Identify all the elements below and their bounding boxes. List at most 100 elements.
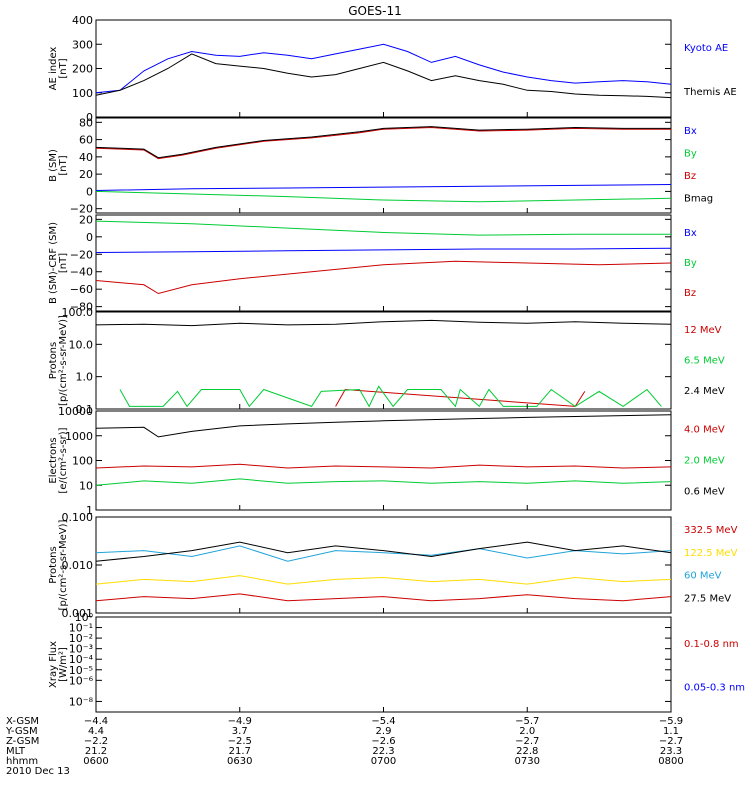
axis-row-value-4-0: −5.9 bbox=[659, 716, 683, 727]
axis-row-value-1-3: 21.7 bbox=[229, 746, 251, 757]
legend-entry-protons_hi-2: 60 MeV bbox=[684, 571, 722, 582]
axis-row-label-0: X-GSM bbox=[6, 716, 39, 727]
y-tick-label-bsm-0: −20 bbox=[70, 203, 93, 216]
legend-entry-xray-0: 0.1-0.8 nm bbox=[684, 639, 739, 650]
series-line-electrons-2 bbox=[95, 414, 672, 438]
y-tick-label-electrons-0: 1 bbox=[86, 504, 93, 517]
y-tick-label-electrons-4: 10000 bbox=[58, 405, 93, 418]
axis-row-value-1-4: 0630 bbox=[227, 756, 252, 767]
axis-row-value-3-1: 2.0 bbox=[519, 726, 535, 737]
axis-row-value-2-1: 2.9 bbox=[376, 726, 392, 737]
axis-row-value-2-4: 0700 bbox=[371, 756, 396, 767]
series-line-bdiff-2 bbox=[95, 260, 672, 295]
legend-entry-protons_hi-1: 122.5 MeV bbox=[684, 548, 738, 559]
axis-row-value-1-1: 3.7 bbox=[232, 726, 248, 737]
axis-row-label-4: hhmm bbox=[6, 756, 38, 767]
series-line-protons_lo-0 bbox=[335, 388, 586, 407]
axis-row-value-4-2: −2.7 bbox=[659, 736, 683, 747]
legend-entry-protons_lo-1: 6.5 MeV bbox=[684, 356, 725, 367]
legend-entry-protons_hi-3: 27.5 MeV bbox=[684, 594, 731, 605]
y-tick-label-bsm-3: 40 bbox=[79, 151, 93, 164]
y-tick-label-xray-1: 10⁻⁶ bbox=[69, 674, 94, 687]
y-tick-label-bdiff-5: 20 bbox=[79, 213, 93, 226]
axis-row-value-2-2: −2.6 bbox=[371, 736, 395, 747]
legend-entry-protons_hi-0: 332.5 MeV bbox=[684, 525, 738, 536]
legend-entry-electrons-2: 0.6 MeV bbox=[684, 487, 725, 498]
axis-row-value-0-4: 0600 bbox=[83, 756, 108, 767]
y-tick-label-xray-6: 10⁻¹ bbox=[69, 622, 93, 635]
series-line-bsm-1 bbox=[95, 190, 672, 203]
series-line-bdiff-1 bbox=[95, 220, 671, 236]
axis-row-value-3-3: 22.8 bbox=[516, 746, 538, 757]
legend-entry-bsm-2: Bz bbox=[684, 171, 696, 182]
axis-row-value-1-0: −4.9 bbox=[228, 716, 252, 727]
y-tick-label-bdiff-4: 0 bbox=[86, 231, 93, 244]
y-tick-label-bdiff-0: −80 bbox=[70, 301, 93, 314]
y-axis-label-electrons-1: [e/(cm²-s-sr)] bbox=[58, 427, 69, 493]
axis-row-label-3: MLT bbox=[6, 746, 26, 757]
series-line-protons_hi-1 bbox=[95, 575, 672, 585]
y-tick-label-protons_hi-2: 0.100 bbox=[62, 511, 94, 524]
series-line-protons_hi-0 bbox=[95, 593, 672, 602]
y-tick-label-bdiff-3: −20 bbox=[70, 248, 93, 261]
legend-entry-xray-1: 0.05-0.3 nm bbox=[684, 682, 745, 693]
y-tick-label-xray-4: 10⁻³ bbox=[69, 643, 93, 656]
y-tick-label-protons_lo-0: 0.1 bbox=[76, 403, 94, 416]
y-tick-label-protons_hi-1: 0.010 bbox=[62, 559, 94, 572]
panel-frame-bsm bbox=[95, 117, 672, 214]
y-tick-label-protons_lo-3: 100.0 bbox=[62, 306, 94, 319]
y-tick-label-bsm-2: 20 bbox=[79, 168, 93, 181]
series-line-protons_lo-1 bbox=[119, 385, 662, 408]
y-axis-label-protons_hi-0: Protons bbox=[48, 546, 59, 583]
y-tick-label-xray-3: 10⁻⁴ bbox=[69, 653, 94, 666]
y-axis-label-protons_lo-1: [p/(cm²-s-sr-MeV)] bbox=[58, 315, 69, 406]
y-tick-label-ae-2: 200 bbox=[72, 63, 93, 76]
legend-entry-bdiff-0: Bx bbox=[684, 228, 697, 239]
series-line-bsm-0 bbox=[95, 184, 672, 191]
y-axis-label-ae-0: AE index bbox=[48, 47, 59, 91]
y-tick-label-electrons-3: 1000 bbox=[65, 430, 93, 443]
panel-frame-bdiff bbox=[95, 214, 672, 312]
y-tick-label-xray-5: 10⁻² bbox=[69, 632, 93, 645]
series-line-bdiff-0 bbox=[95, 247, 672, 253]
legend-entry-bdiff-2: Bz bbox=[684, 288, 696, 299]
axis-row-value-4-1: 1.1 bbox=[663, 726, 679, 737]
y-tick-label-bsm-5: 80 bbox=[79, 116, 93, 129]
y-axis-label-protons_lo-0: Protons bbox=[48, 342, 59, 379]
y-tick-label-xray-0: 10⁻⁸ bbox=[69, 695, 94, 708]
y-axis-label-electrons-0: Electrons bbox=[48, 437, 59, 483]
y-tick-label-bsm-1: 0 bbox=[86, 185, 93, 198]
series-line-bsm-2 bbox=[95, 126, 671, 160]
axis-row-value-4-4: 0800 bbox=[658, 756, 683, 767]
panel-frame-electrons bbox=[95, 410, 672, 511]
y-axis-label-bdiff-1: [nT] bbox=[58, 253, 69, 273]
y-tick-label-ae-3: 300 bbox=[72, 38, 93, 51]
series-line-protons_lo-2 bbox=[95, 319, 672, 327]
series-line-protons_hi-3 bbox=[95, 541, 672, 562]
y-axis-label-bdiff-0: B (SM)-CRF (SM) bbox=[48, 222, 59, 304]
y-tick-label-protons_lo-2: 10.0 bbox=[69, 338, 94, 351]
y-tick-label-xray-2: 10⁻⁵ bbox=[69, 664, 93, 677]
axis-row-label-5: 2010 Dec 13 bbox=[6, 766, 70, 777]
axis-row-value-4-3: 23.3 bbox=[660, 746, 682, 757]
axis-row-value-0-0: −4.4 bbox=[84, 716, 108, 727]
axis-row-value-0-1: 4.4 bbox=[88, 726, 104, 737]
axis-row-label-2: Z-GSM bbox=[6, 736, 39, 747]
y-tick-label-protons_hi-0: 0.001 bbox=[62, 607, 94, 620]
axis-row-value-2-0: −5.4 bbox=[371, 716, 395, 727]
y-tick-label-ae-0: 0 bbox=[86, 111, 93, 124]
axis-row-label-1: Y-GSM bbox=[5, 726, 38, 737]
series-line-bsm-3 bbox=[95, 126, 671, 159]
y-tick-label-electrons-2: 100 bbox=[72, 455, 93, 468]
y-tick-label-electrons-1: 10 bbox=[79, 479, 93, 492]
legend-entry-ae-1: Themis AE bbox=[683, 87, 737, 98]
axis-row-value-3-2: −2.7 bbox=[515, 736, 539, 747]
legend-entry-bdiff-1: By bbox=[684, 258, 697, 269]
legend-entry-bsm-3: Bmag bbox=[684, 194, 713, 205]
y-tick-label-bdiff-2: −40 bbox=[70, 266, 93, 279]
legend-entry-electrons-0: 4.0 MeV bbox=[684, 425, 725, 436]
y-tick-label-ae-4: 400 bbox=[72, 14, 93, 27]
series-line-ae-0 bbox=[95, 43, 672, 94]
y-tick-label-bsm-4: 60 bbox=[79, 134, 93, 147]
axis-row-value-3-4: 0730 bbox=[515, 756, 540, 767]
